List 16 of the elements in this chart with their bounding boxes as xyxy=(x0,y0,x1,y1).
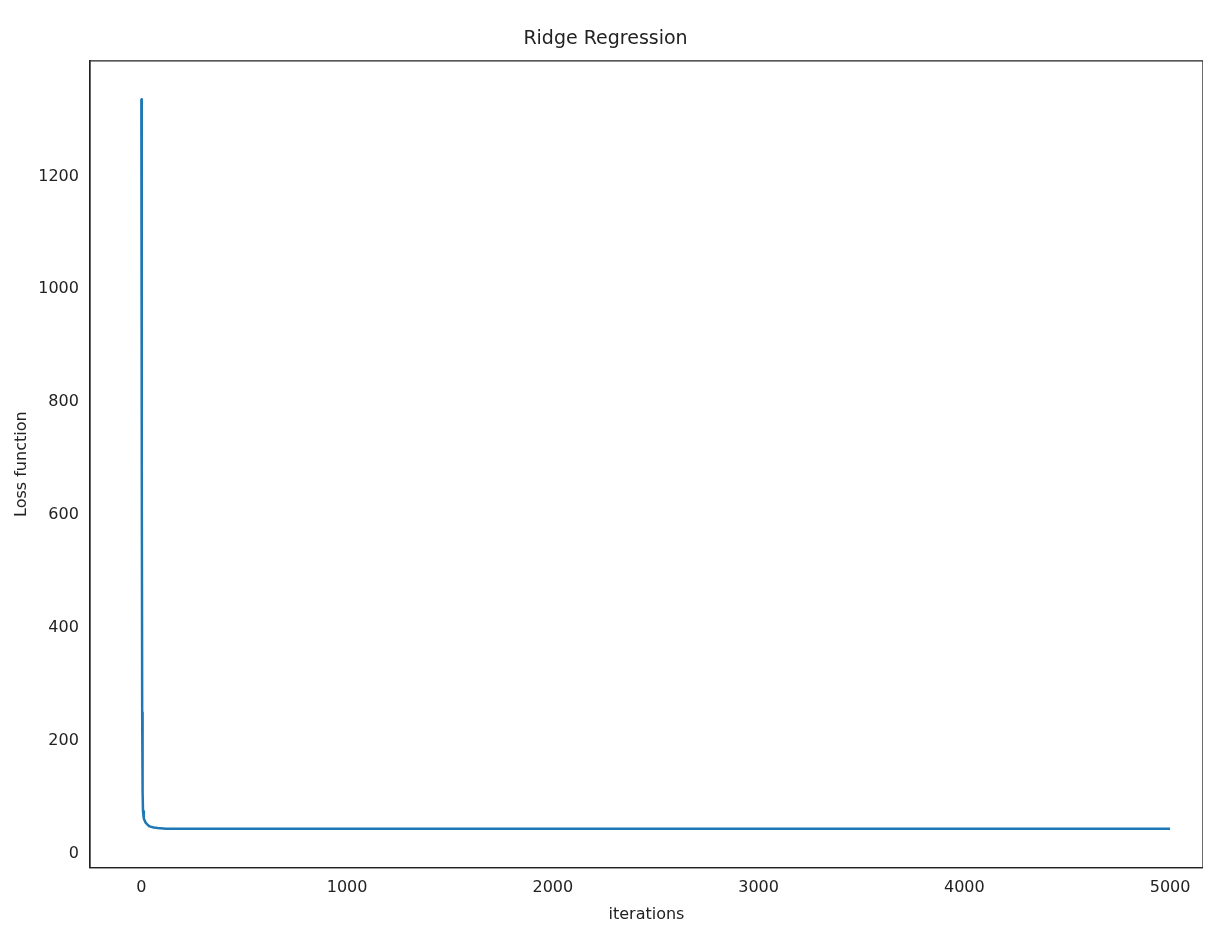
y-tick-label: 200 xyxy=(48,729,79,749)
x-tick-label: 1000 xyxy=(326,877,368,897)
y-tick-label: 1000 xyxy=(38,278,79,298)
y-tick-label: 600 xyxy=(48,504,79,524)
y-tick-label: 0 xyxy=(68,842,79,862)
y-axis-title: Loss function xyxy=(10,411,30,517)
x-tick-label: 5000 xyxy=(1149,877,1191,897)
y-tick-label: 1200 xyxy=(38,165,79,185)
x-tick-label: 2000 xyxy=(532,877,574,897)
x-tick-label: 0 xyxy=(136,877,147,897)
x-axis-title: iterations xyxy=(608,903,685,923)
y-tick-label: 400 xyxy=(48,616,79,636)
chart-title: Ridge Regression xyxy=(523,26,688,49)
y-tick-label: 800 xyxy=(48,391,79,411)
x-tick-label: 4000 xyxy=(943,877,985,897)
x-tick-label: 3000 xyxy=(738,877,779,897)
